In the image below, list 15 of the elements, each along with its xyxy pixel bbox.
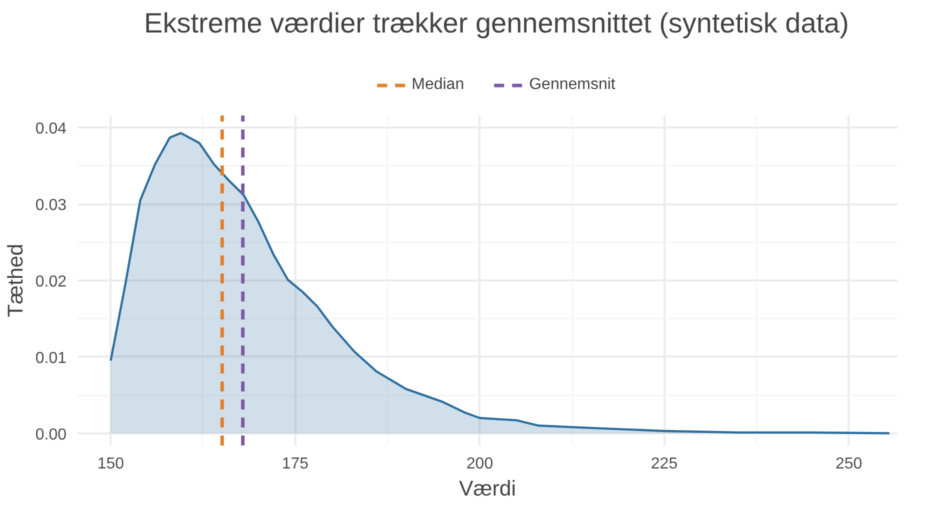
legend-label: Gennemsnit (529, 76, 616, 94)
y-tick-label: 0.01 (35, 350, 67, 367)
y-tick-label: 0.03 (35, 197, 67, 214)
x-axis-title: Værdi (459, 476, 516, 500)
x-tick-label: 150 (97, 456, 124, 472)
x-tick-label: 225 (650, 456, 678, 472)
y-tick-label: 0.02 (35, 274, 67, 290)
y-tick-label: 0.00 (35, 426, 67, 444)
x-tick-label: 250 (835, 456, 862, 472)
legend-label: Median (412, 76, 464, 94)
chart-title: Ekstreme værdier trækker gennemsnittet (syntetisk data) (144, 8, 849, 38)
x-tick-label: 200 (466, 456, 494, 472)
x-tick-label: 175 (282, 456, 309, 472)
y-tick-label: 0.04 (35, 120, 67, 138)
y-axis-title: Tæthed (3, 244, 28, 318)
